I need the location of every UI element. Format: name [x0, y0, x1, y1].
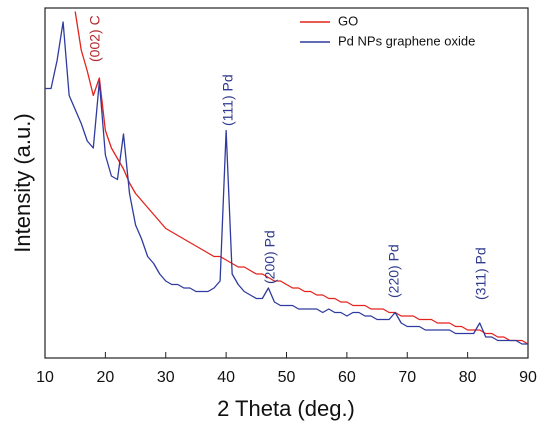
x-tick-label: 70	[398, 369, 416, 386]
x-tick-label: 60	[338, 369, 356, 386]
peak-annotation: (220) Pd	[386, 244, 402, 298]
x-tick-label: 50	[278, 369, 296, 386]
series-line	[45, 21, 528, 345]
x-tick-label: 20	[96, 369, 114, 386]
x-tick-label: 80	[459, 369, 477, 386]
peak-annotation: (002) C	[87, 15, 103, 62]
x-tick-label: 30	[157, 369, 175, 386]
legend-label: Pd NPs graphene oxide	[338, 33, 475, 48]
series-line	[74, 11, 528, 345]
x-tick-label: 90	[519, 369, 537, 386]
legend-label: GO	[338, 13, 358, 28]
x-tick-label: 40	[217, 369, 235, 386]
x-tick-label: 10	[36, 369, 54, 386]
plot-area	[45, 11, 528, 345]
y-axis-label: Intensity (a.u.)	[10, 113, 35, 252]
peak-annotation: (311) Pd	[473, 247, 489, 300]
peak-annotation: (200) Pd	[262, 230, 278, 284]
x-axis-label: 2 Theta (deg.)	[217, 396, 355, 421]
peak-annotation: (111) Pd	[220, 74, 236, 126]
